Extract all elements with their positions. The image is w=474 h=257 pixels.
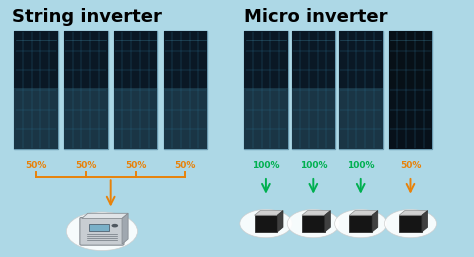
Bar	[255, 215, 277, 232]
Polygon shape	[422, 210, 428, 232]
Text: 100%: 100%	[300, 161, 327, 170]
Bar	[302, 215, 325, 232]
Bar	[244, 88, 288, 149]
Circle shape	[335, 209, 387, 238]
Bar	[339, 31, 383, 149]
Circle shape	[384, 209, 437, 238]
Bar	[389, 31, 432, 149]
Bar	[349, 215, 372, 232]
Text: 50%: 50%	[125, 161, 146, 170]
Bar	[292, 31, 335, 149]
Bar	[164, 88, 207, 149]
Bar	[389, 88, 432, 149]
Text: Micro inverter: Micro inverter	[244, 8, 388, 26]
Bar	[292, 31, 335, 88]
Polygon shape	[302, 210, 330, 215]
Bar	[114, 88, 157, 149]
Bar	[89, 224, 109, 231]
Circle shape	[66, 212, 137, 251]
Bar	[64, 31, 108, 149]
Text: 100%: 100%	[347, 161, 374, 170]
Bar	[389, 31, 432, 149]
Bar	[399, 215, 422, 232]
Bar	[244, 31, 288, 88]
Polygon shape	[277, 210, 283, 232]
Bar	[114, 31, 157, 88]
Bar	[14, 88, 58, 149]
Circle shape	[111, 224, 118, 227]
Bar	[389, 31, 432, 88]
Bar	[339, 88, 383, 149]
Text: 100%: 100%	[252, 161, 280, 170]
Bar	[244, 31, 288, 149]
Bar	[14, 31, 58, 149]
Bar	[164, 31, 207, 88]
Bar	[64, 88, 108, 149]
Text: 50%: 50%	[174, 161, 196, 170]
Polygon shape	[399, 210, 428, 215]
Polygon shape	[349, 210, 378, 215]
Bar	[292, 88, 335, 149]
Circle shape	[240, 209, 292, 238]
Polygon shape	[122, 213, 128, 244]
Text: 50%: 50%	[75, 161, 97, 170]
FancyBboxPatch shape	[80, 217, 124, 245]
Polygon shape	[372, 210, 378, 232]
Bar	[114, 31, 157, 149]
Circle shape	[287, 209, 339, 238]
Bar	[64, 31, 108, 88]
Bar	[339, 31, 383, 88]
Polygon shape	[255, 210, 283, 215]
Text: 50%: 50%	[400, 161, 421, 170]
Polygon shape	[325, 210, 330, 232]
Bar	[14, 31, 58, 88]
Text: 50%: 50%	[25, 161, 47, 170]
Bar	[164, 31, 207, 149]
Polygon shape	[82, 213, 128, 218]
Text: String inverter: String inverter	[12, 8, 162, 26]
